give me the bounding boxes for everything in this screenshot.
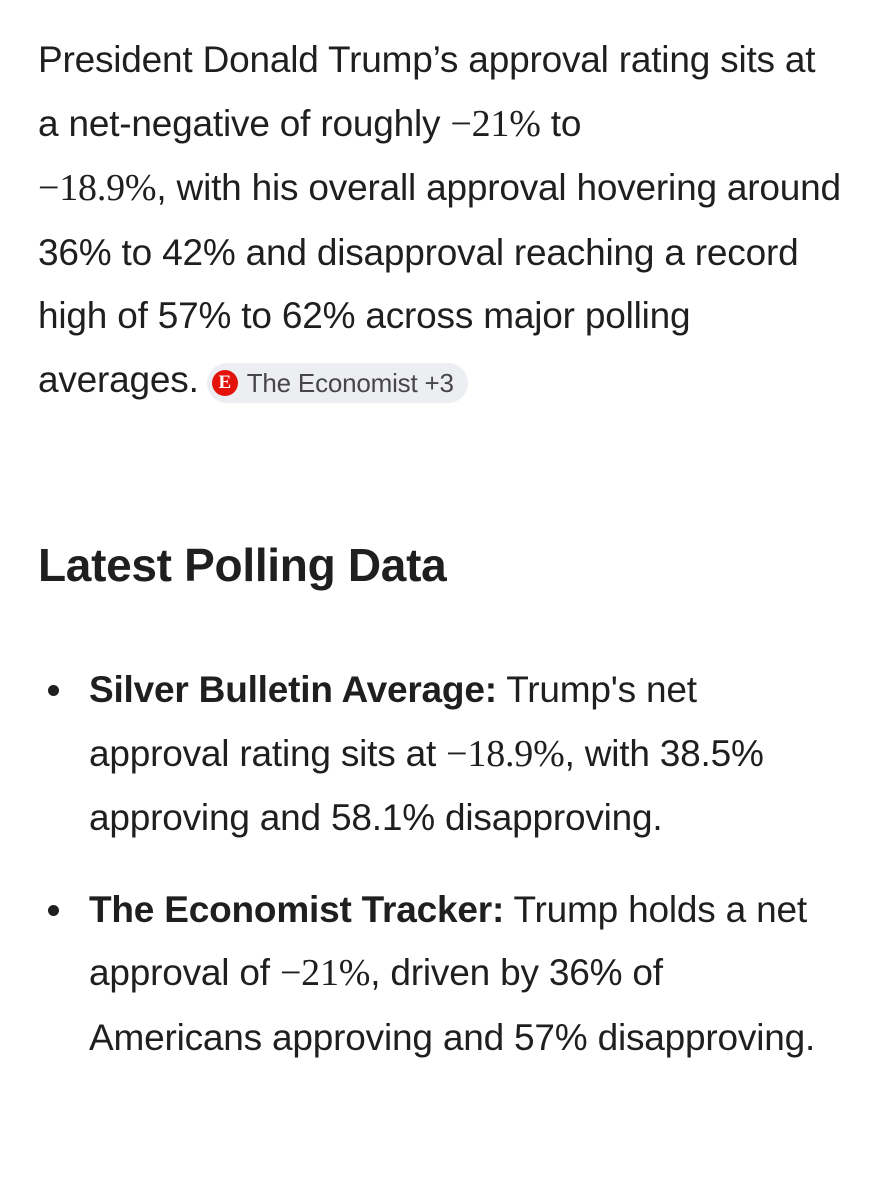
list-item-title: Silver Bulletin Average: [89, 669, 497, 710]
intro-text-1: President Donald Trump’s approval rating… [38, 39, 816, 144]
list-item-text: , driven by 36% of Americans approving a… [89, 952, 816, 1058]
net-high-value: −18.9% [38, 167, 157, 209]
intro-text-3: , with his overall approval hovering aro… [38, 167, 841, 400]
list-item-net-value: −18.9% [446, 732, 565, 775]
list-item-title: The Economist Tracker: [89, 888, 505, 930]
list-item-economist-tracker: The Economist Tracker: Trump holds a net… [38, 878, 843, 1070]
polling-list: Silver Bulletin Average: Trump's net app… [38, 658, 843, 1097]
list-item-text: Trump's net approval rating sits at [89, 669, 697, 774]
list-item-text: , with 38.5% approving and 58.1% disappr… [89, 732, 764, 839]
net-low-value: −21% [450, 102, 541, 145]
economist-logo-icon: E [211, 369, 238, 396]
intro-text-2: to [540, 102, 582, 144]
section-heading: Latest Polling Data [38, 539, 447, 591]
list-item-silver-bulletin: Silver Bulletin Average: Trump's net app… [38, 658, 843, 850]
intro-paragraph: President Donald Trump’s approval rating… [38, 28, 843, 411]
source-chip-label: The Economist +3 [246, 367, 454, 398]
source-chip[interactable]: E The Economist +3 [206, 362, 468, 403]
list-item-net-value: −21% [279, 952, 371, 994]
list-item-text: Trump holds a net approval of [89, 888, 807, 994]
answer-content: President Donald Trump’s approval rating… [38, 28, 843, 1058]
